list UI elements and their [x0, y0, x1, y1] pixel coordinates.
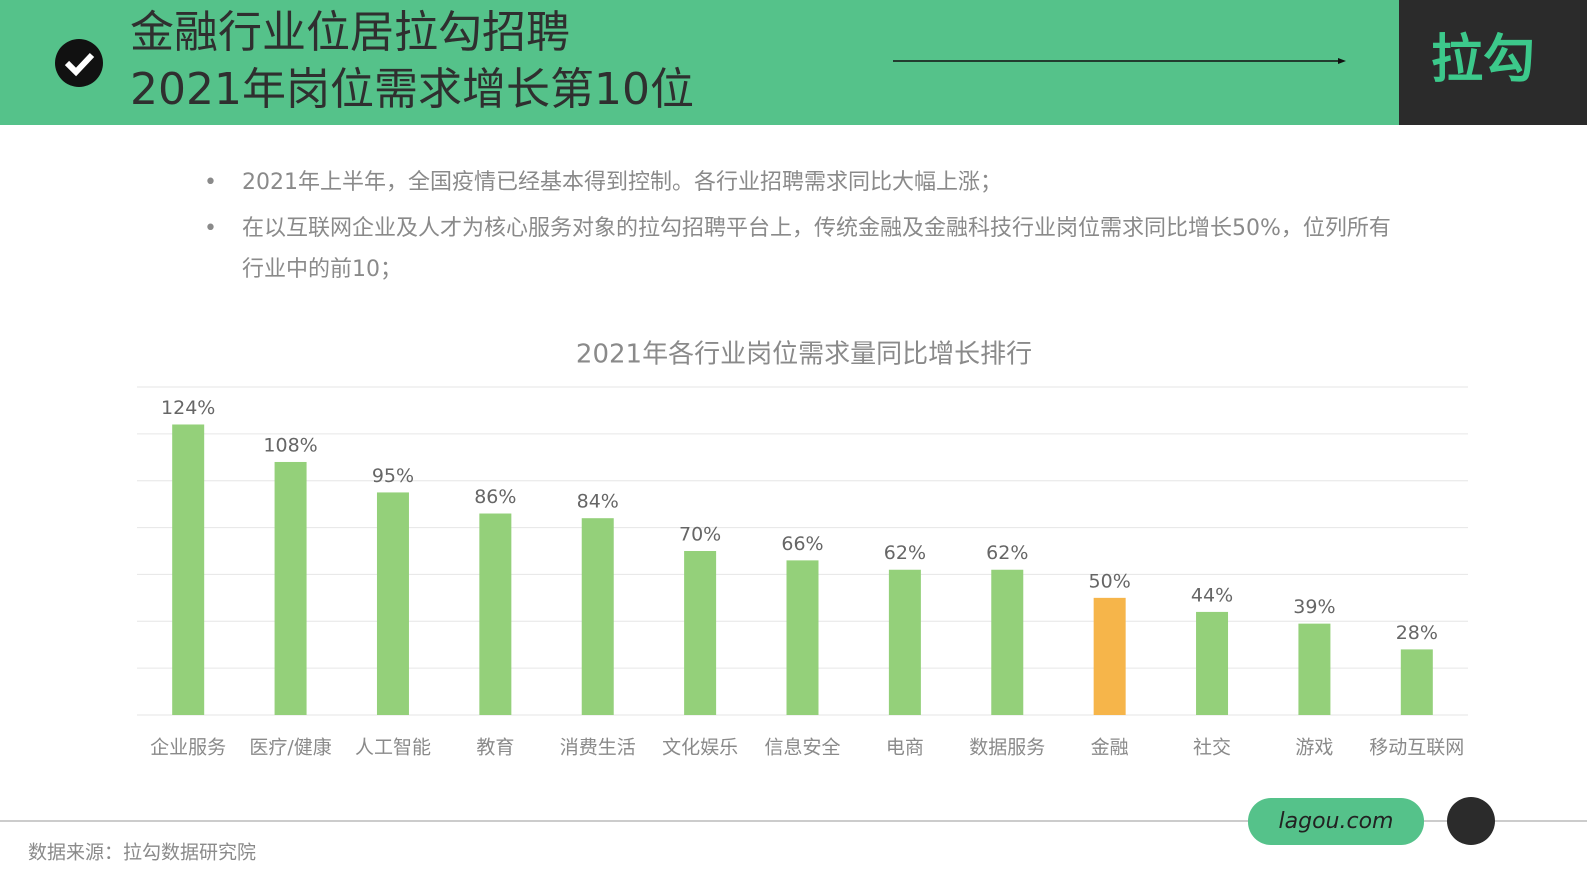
value-label: 62%	[884, 542, 926, 564]
bar	[172, 424, 205, 715]
value-label: 50%	[1089, 570, 1131, 592]
bullet: 2021年上半年，全国疫情已经基本得到控制。各行业招聘需求同比大幅上涨；	[204, 162, 1402, 203]
value-label: 86%	[474, 486, 516, 508]
bar	[1298, 623, 1331, 715]
value-label: 84%	[577, 491, 619, 513]
value-label: 124%	[161, 397, 215, 419]
x-tick-label: 企业服务	[150, 737, 226, 759]
value-label: 44%	[1191, 584, 1233, 606]
x-tick-label: 人工智能	[355, 737, 431, 759]
value-label: 70%	[679, 524, 721, 546]
x-tick-label: 消费生活	[560, 737, 636, 759]
brand: 拉勾	[1431, 30, 1535, 90]
bar	[581, 518, 614, 715]
site-pill	[1248, 798, 1424, 845]
bar	[274, 461, 307, 715]
x-tick-label: 电商	[886, 737, 924, 759]
value-label: 39%	[1293, 596, 1335, 618]
value-label: 28%	[1396, 622, 1438, 644]
bar	[684, 551, 717, 715]
x-tick-label: 医疗/健康	[249, 737, 331, 759]
source: 数据来源：拉勾数据研究院	[28, 842, 256, 864]
x-tick-label: 移动互联网	[1369, 737, 1464, 759]
check-icon	[55, 39, 103, 87]
x-tick-label: 信息安全	[764, 737, 840, 759]
bar	[1093, 597, 1126, 715]
chart-title: 2021年各行业岗位需求量同比增长排行	[576, 340, 1032, 370]
bar	[376, 492, 409, 715]
header-band	[0, 0, 1399, 125]
x-tick-label: 金融	[1091, 737, 1129, 759]
x-tick-label: 数据服务	[969, 737, 1045, 759]
value-label: 62%	[986, 542, 1028, 564]
bar	[991, 569, 1024, 715]
footer-dot	[1447, 797, 1495, 845]
title-line: 2021年岗位需求增长第10位	[130, 64, 694, 115]
value-label: 108%	[263, 434, 317, 456]
value-label: 95%	[372, 465, 414, 487]
bar	[786, 560, 819, 715]
title-line: 金融行业位居拉勾招聘	[130, 7, 570, 58]
bar	[1400, 649, 1433, 715]
arrow-head	[1338, 58, 1346, 64]
value-label: 66%	[781, 533, 823, 555]
x-tick-label: 教育	[476, 737, 514, 759]
bar	[479, 513, 512, 715]
bar	[888, 569, 921, 715]
x-tick-label: 社交	[1193, 737, 1231, 759]
check-mark	[64, 52, 95, 77]
x-tick-label: 游戏	[1295, 737, 1333, 759]
site: lagou.com	[1279, 809, 1394, 834]
bullet: 在以互联网企业及人才为核心服务对象的拉勾招聘平台上，传统金融及金融科技行业岗位需…	[204, 208, 1402, 290]
bar	[1196, 611, 1229, 715]
x-tick-label: 文化娱乐	[662, 737, 738, 759]
brand-block	[1399, 0, 1587, 125]
